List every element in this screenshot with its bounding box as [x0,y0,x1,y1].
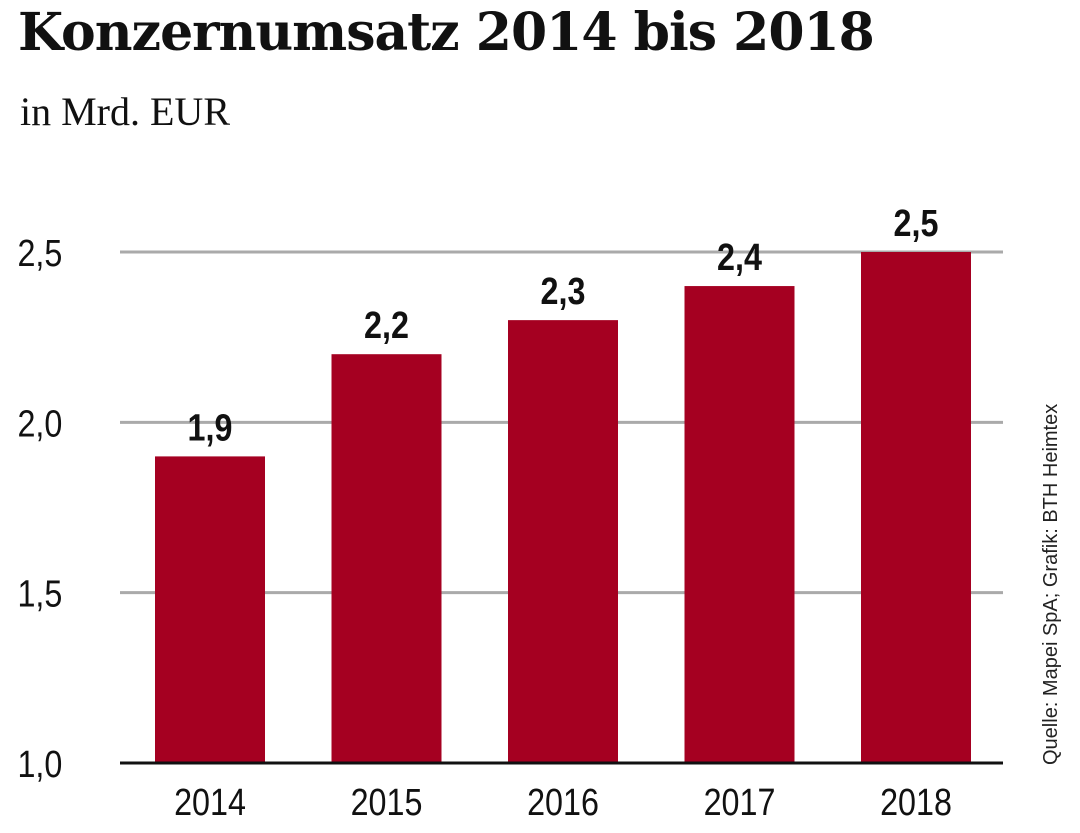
bar-2016 [508,320,618,763]
x-tick-label: 2016 [527,782,599,824]
y-tick-label: 1,5 [17,573,62,615]
chart-title: Konzernumsatz 2014 bis 2018 [18,2,875,63]
bar-2018 [861,252,971,763]
y-tick-label: 1,0 [17,744,62,786]
bar-2015 [331,354,442,763]
chart-subtitle: in Mrd. EUR [20,89,230,134]
x-tick-label: 2015 [351,782,423,824]
value-label: 2,3 [541,271,586,313]
source-note: Quelle: Mapei SpA; Grafik: BTH Heimtex [1040,404,1062,765]
x-tick-label: 2017 [704,782,776,824]
bar-2014 [155,456,265,763]
value-label: 2,5 [894,203,939,245]
value-label: 1,9 [188,407,233,449]
x-tick-label: 2018 [880,782,952,824]
value-label: 2,4 [717,237,762,279]
y-tick-label: 2,0 [17,403,62,445]
y-tick-label: 2,5 [17,233,62,275]
bar-2017 [684,286,795,763]
value-label: 2,2 [364,305,409,347]
x-tick-label: 2014 [174,782,246,824]
